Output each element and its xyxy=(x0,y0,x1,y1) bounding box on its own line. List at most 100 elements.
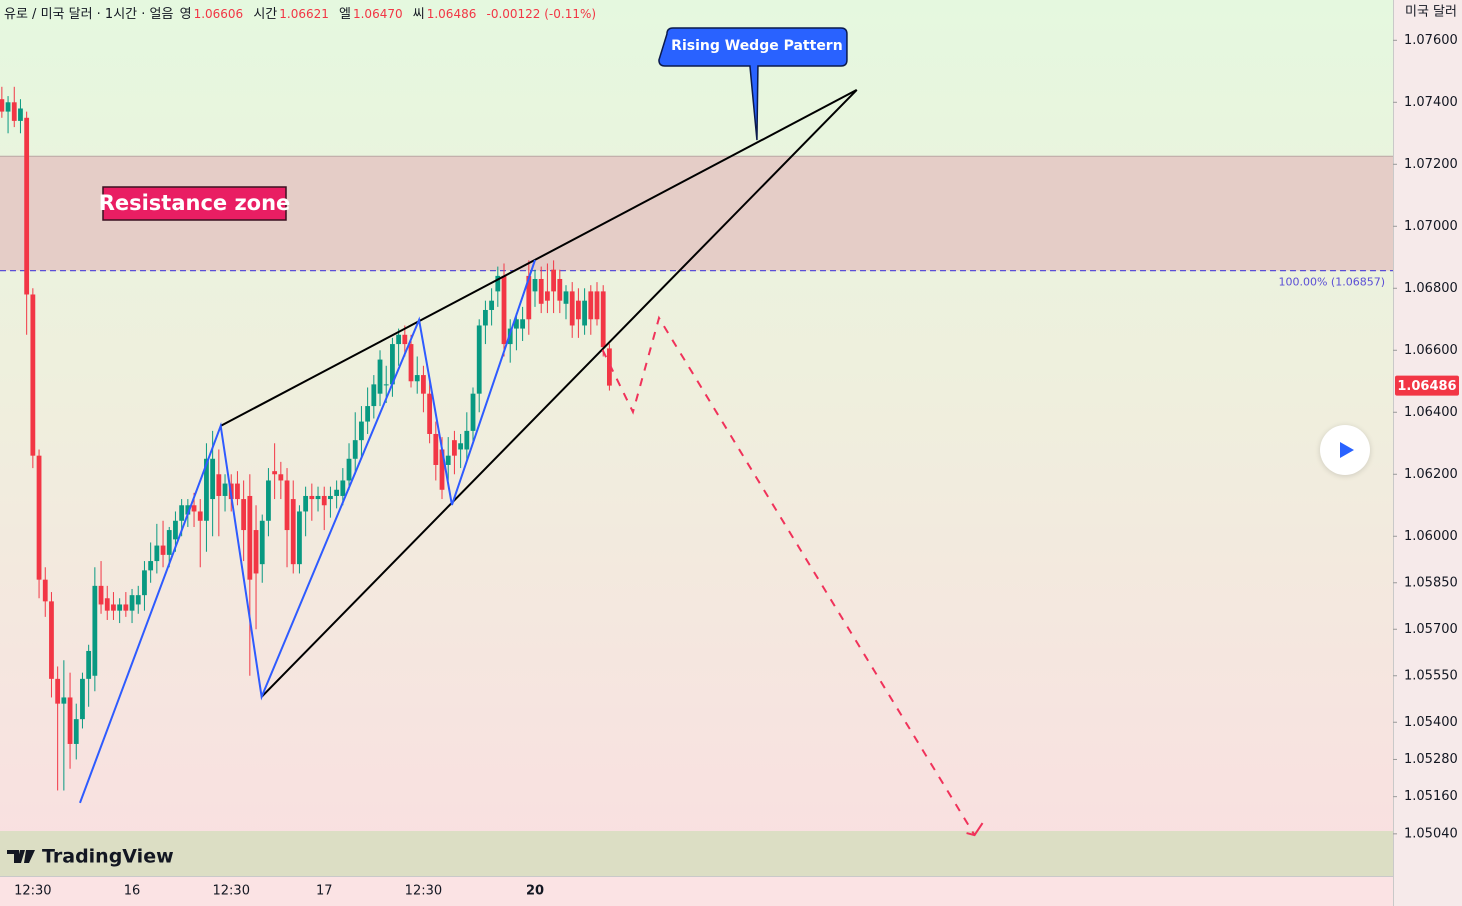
candle-body xyxy=(297,511,302,565)
y-tick-label: 1.06000 xyxy=(1404,529,1458,544)
y-tick-label: 1.07000 xyxy=(1404,219,1458,234)
wedge-line xyxy=(260,89,858,698)
candle-body xyxy=(334,489,340,496)
candle-body xyxy=(86,650,92,679)
y-tick-label: 1.05850 xyxy=(1404,575,1458,590)
candle-body xyxy=(433,433,439,465)
candle-body xyxy=(452,440,457,456)
candle-body xyxy=(266,480,271,521)
play-button[interactable] xyxy=(1320,425,1370,475)
candle-body xyxy=(346,458,352,481)
y-tick-label: 1.05160 xyxy=(1404,789,1458,804)
candle-body xyxy=(80,678,85,720)
candle-body xyxy=(92,585,98,676)
zigzag xyxy=(79,259,536,804)
candle-body xyxy=(303,495,309,512)
candle-body xyxy=(545,291,550,301)
candle-body xyxy=(241,499,247,531)
candle-body xyxy=(315,495,321,500)
x-tick-label: 17 xyxy=(316,884,333,899)
candle-body xyxy=(569,291,575,326)
candle-body xyxy=(532,278,538,292)
candle-body xyxy=(359,421,364,441)
candle-body xyxy=(445,455,451,465)
candle-body xyxy=(18,108,23,121)
candle-body xyxy=(563,291,569,304)
candle-body xyxy=(352,440,358,459)
last-price-label: 1.06486 xyxy=(1397,379,1456,394)
candle-body xyxy=(210,458,216,500)
y-tick-label: 1.07200 xyxy=(1404,157,1458,172)
close-label: 씨 xyxy=(412,7,425,22)
candle-body xyxy=(606,348,612,386)
change: -0.00122 (-0.11%) xyxy=(486,7,597,21)
candle-body xyxy=(148,561,154,571)
candle-body xyxy=(507,328,513,345)
candle-body xyxy=(197,511,203,521)
low-label: 엘 xyxy=(339,7,351,22)
y-tick-label: 1.06400 xyxy=(1404,405,1458,420)
candle-body xyxy=(166,530,172,555)
candle-body xyxy=(129,595,135,611)
projection xyxy=(601,315,976,836)
candle-body xyxy=(104,598,110,611)
candle-body xyxy=(235,483,240,500)
candle-body xyxy=(489,300,495,310)
candle-body xyxy=(253,530,259,574)
candle-body xyxy=(142,570,147,596)
x-tick-label: 12:30 xyxy=(213,884,250,899)
candle-body xyxy=(290,499,296,565)
bottom-band xyxy=(0,831,1393,876)
callout-label: Rising Wedge Pattern xyxy=(671,38,843,54)
zone-label: Resistance zone xyxy=(99,191,291,215)
plot-background xyxy=(0,0,1393,876)
candle-body xyxy=(476,325,482,394)
candle-body xyxy=(439,449,445,490)
y-tick-label: 1.05550 xyxy=(1404,668,1458,683)
low-value: 1.06470 xyxy=(352,7,403,21)
candle-body xyxy=(340,480,346,496)
candle-body xyxy=(483,309,488,326)
candle-body xyxy=(538,278,544,304)
y-tick-label: 1.05400 xyxy=(1404,715,1458,730)
y-tick-label: 1.07600 xyxy=(1404,33,1458,48)
candle-body xyxy=(24,117,30,295)
candle-body xyxy=(520,319,526,329)
x-tick-label: 20 xyxy=(526,884,544,899)
candle-body xyxy=(371,384,377,407)
candle-body xyxy=(49,601,54,679)
zone-label-box xyxy=(102,186,287,221)
y-tick-label: 1.06800 xyxy=(1404,281,1458,296)
candle-body xyxy=(30,294,36,456)
candle-body xyxy=(278,474,284,481)
candle-body xyxy=(390,344,395,385)
candle-body xyxy=(73,719,79,744)
candle-body xyxy=(0,99,5,112)
open-value: 1.06606 xyxy=(193,7,244,21)
candle-body xyxy=(154,545,160,562)
close-value: 1.06486 xyxy=(426,7,477,21)
y-tick-label: 1.06600 xyxy=(1404,343,1458,358)
candle-body xyxy=(470,393,476,431)
candle-body xyxy=(191,505,197,512)
time-axis-bg xyxy=(0,876,1393,906)
open-label: 영 xyxy=(179,7,192,22)
candle-body xyxy=(111,604,116,611)
candle-body xyxy=(160,545,166,555)
candle-body xyxy=(11,102,17,121)
x-tick-label: 12:30 xyxy=(14,884,51,899)
candle-body xyxy=(458,443,464,450)
candle-body xyxy=(408,344,414,382)
candle-body xyxy=(284,480,290,531)
candle-body xyxy=(67,697,73,744)
y-tick-label: 1.05700 xyxy=(1404,622,1458,637)
candle-body xyxy=(427,393,433,434)
candle-body xyxy=(36,455,42,580)
projection-arrow xyxy=(966,822,984,837)
wedge-line xyxy=(220,89,858,427)
candle-body xyxy=(216,474,222,496)
candle-body xyxy=(514,319,519,329)
y-tick-label: 1.05040 xyxy=(1404,826,1458,841)
candle-body xyxy=(259,520,265,565)
